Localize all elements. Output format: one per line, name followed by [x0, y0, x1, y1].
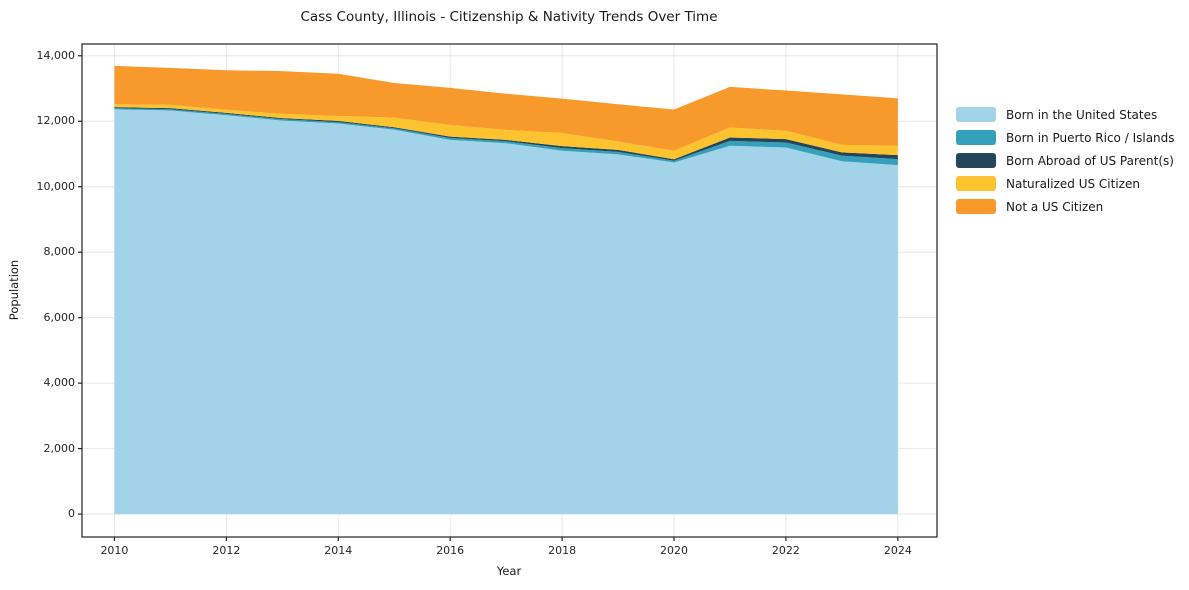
y-tick-label: 10,000: [36, 179, 76, 193]
x-tick-label: 2016: [436, 544, 465, 557]
plot-border: [81, 43, 938, 538]
y-tick-label: 6,000: [43, 310, 76, 324]
legend-item-naturalized: Naturalized US Citizen: [956, 172, 1175, 195]
legend-label-born-us: Born in the United States: [1006, 107, 1158, 122]
y-tick-label: 8,000: [43, 245, 76, 259]
legend-item-born-us: Born in the United States: [956, 103, 1175, 126]
legend-item-puerto-rico: Born in Puerto Rico / Islands: [956, 126, 1175, 149]
area-born-abroad: [114, 107, 898, 161]
x-axis-label: Year: [496, 564, 522, 578]
y-tick-label: 2,000: [43, 441, 76, 455]
legend-swatch-puerto-rico: [956, 130, 996, 145]
legend-label-puerto-rico: Born in Puerto Rico / Islands: [1006, 130, 1175, 145]
y-tick-label: 12,000: [36, 114, 76, 128]
x-tick-label: 2018: [548, 544, 577, 557]
legend-label-naturalized: Naturalized US Citizen: [1006, 176, 1140, 191]
legend-swatch-born-abroad: [956, 153, 996, 168]
area-naturalized: [114, 104, 898, 160]
x-tick-label: 2024: [883, 544, 912, 557]
legend: Born in the United States Born in Puerto …: [956, 103, 1175, 218]
legend-label-born-abroad: Born Abroad of US Parent(s): [1006, 153, 1174, 168]
x-tick-label: 2012: [212, 544, 241, 557]
chart-title: Cass County, Illinois - Citizenship & Na…: [300, 9, 718, 25]
area-not-citizen: [114, 65, 898, 151]
legend-item-born-abroad: Born Abroad of US Parent(s): [956, 149, 1175, 172]
y-tick-label: 0: [68, 507, 75, 521]
x-tick-label: 2020: [660, 544, 688, 557]
x-tick-label: 2014: [324, 544, 353, 557]
y-tick-label: 14,000: [36, 48, 76, 62]
legend-swatch-born-us: [956, 107, 996, 122]
y-axis-label: Population: [7, 259, 21, 321]
x-tick-label: 2010: [100, 544, 129, 557]
legend-swatch-naturalized: [956, 176, 996, 191]
y-tick-label: 4,000: [43, 376, 76, 390]
legend-swatch-not-citizen: [956, 199, 996, 214]
legend-item-not-citizen: Not a US Citizen: [956, 195, 1175, 218]
area-born-us: [114, 109, 898, 515]
x-tick-label: 2022: [771, 544, 800, 557]
area-puerto-rico: [114, 108, 898, 166]
legend-label-not-citizen: Not a US Citizen: [1006, 199, 1104, 214]
